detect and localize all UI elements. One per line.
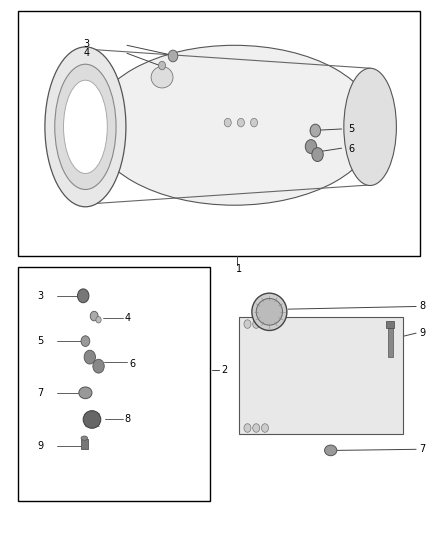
Text: 9: 9 xyxy=(419,328,425,338)
Ellipse shape xyxy=(325,445,337,456)
Circle shape xyxy=(81,336,90,346)
Ellipse shape xyxy=(256,298,283,325)
Text: 3: 3 xyxy=(37,291,43,301)
Circle shape xyxy=(78,289,89,303)
Text: 7: 7 xyxy=(419,445,425,454)
Text: 1: 1 xyxy=(236,264,242,274)
Ellipse shape xyxy=(92,45,377,205)
Text: 2: 2 xyxy=(221,366,227,375)
Circle shape xyxy=(96,317,101,323)
Circle shape xyxy=(312,148,323,161)
Circle shape xyxy=(251,118,258,127)
Text: 9: 9 xyxy=(37,441,43,451)
Circle shape xyxy=(244,320,251,328)
Circle shape xyxy=(305,140,317,154)
Ellipse shape xyxy=(64,80,107,174)
Ellipse shape xyxy=(83,410,101,429)
Circle shape xyxy=(253,320,260,328)
Ellipse shape xyxy=(151,67,173,88)
Text: 7: 7 xyxy=(37,388,43,398)
Text: 8: 8 xyxy=(125,415,131,424)
Text: 5: 5 xyxy=(348,124,354,134)
Circle shape xyxy=(261,424,268,432)
Circle shape xyxy=(310,124,321,137)
Circle shape xyxy=(93,359,104,373)
Circle shape xyxy=(90,311,98,321)
Ellipse shape xyxy=(252,293,287,330)
Circle shape xyxy=(159,61,166,70)
Circle shape xyxy=(237,118,244,127)
Text: 3: 3 xyxy=(83,39,89,49)
Circle shape xyxy=(253,424,260,432)
Bar xyxy=(18,11,420,256)
Circle shape xyxy=(168,50,178,62)
Ellipse shape xyxy=(79,387,92,399)
Text: 5: 5 xyxy=(37,336,43,346)
Bar xyxy=(81,439,88,449)
Bar xyxy=(239,317,403,434)
Ellipse shape xyxy=(81,436,88,440)
Bar xyxy=(386,321,394,328)
Text: 4: 4 xyxy=(83,49,89,58)
Text: 4: 4 xyxy=(125,313,131,322)
Bar xyxy=(18,266,210,501)
Text: 6: 6 xyxy=(129,359,135,368)
Text: 6: 6 xyxy=(348,144,354,154)
Ellipse shape xyxy=(344,68,396,185)
Circle shape xyxy=(224,118,231,127)
Circle shape xyxy=(84,350,95,364)
Circle shape xyxy=(244,424,251,432)
Bar xyxy=(388,325,393,357)
Ellipse shape xyxy=(45,47,126,207)
Text: 8: 8 xyxy=(419,302,425,311)
Ellipse shape xyxy=(55,64,116,189)
